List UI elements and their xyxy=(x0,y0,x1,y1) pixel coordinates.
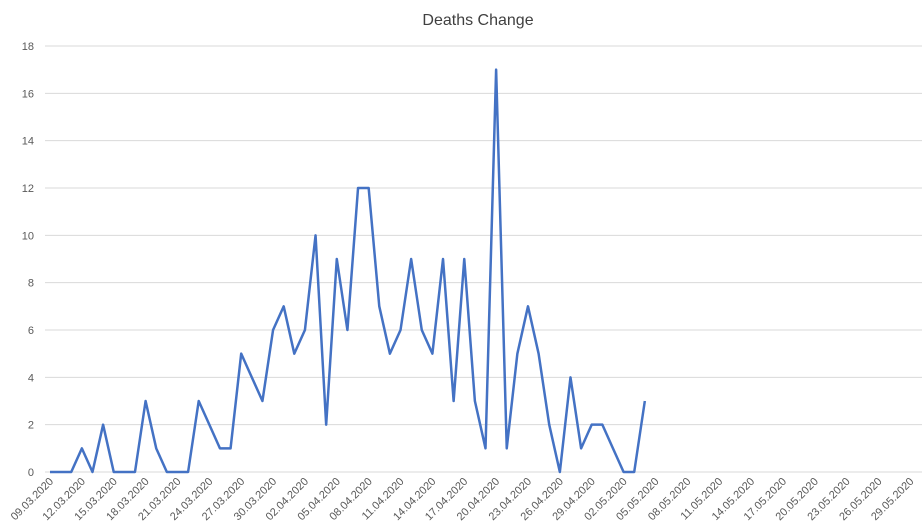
y-tick-label: 14 xyxy=(22,136,34,148)
y-tick-label: 4 xyxy=(28,372,34,384)
y-tick-label: 12 xyxy=(22,183,34,195)
y-tick-label: 8 xyxy=(28,278,34,290)
y-tick-label: 16 xyxy=(22,88,34,100)
y-tick-label: 18 xyxy=(22,41,34,53)
chart-title: Deaths Change xyxy=(422,12,533,29)
data-line xyxy=(50,68,647,474)
y-tick-label: 6 xyxy=(28,325,34,337)
y-tick-label: 10 xyxy=(22,230,34,242)
y-tick-label: 2 xyxy=(28,420,34,432)
y-tick-label: 0 xyxy=(28,467,34,479)
